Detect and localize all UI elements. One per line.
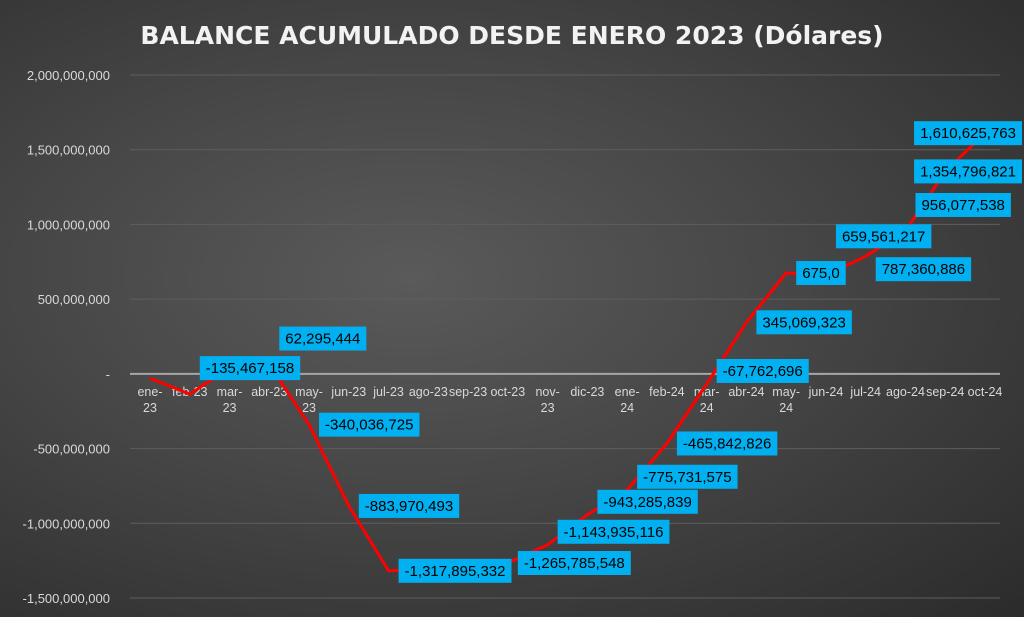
data-label-box xyxy=(756,310,852,335)
x-tick-label: 23 xyxy=(223,401,237,415)
x-tick-label: oct-23 xyxy=(490,385,525,399)
y-axis: 2,000,000,000 1,500,000,000 1,000,000,000 5… xyxy=(23,68,110,606)
x-tick-label: ene- xyxy=(615,385,640,399)
data-label: -1,317,895,332 xyxy=(398,558,512,583)
data-label-box xyxy=(914,159,1022,184)
data-label: -340,036,725 xyxy=(319,412,420,437)
data-label: -1,143,935,116 xyxy=(557,519,670,544)
data-label-box xyxy=(716,358,809,383)
data-label: -883,970,493 xyxy=(358,493,460,518)
y-tick-label: 2,000,000,000 xyxy=(27,68,110,83)
data-label: -943,285,839 xyxy=(597,489,698,514)
y-tick-label: - xyxy=(106,367,110,382)
data-label: 659,561,217 xyxy=(835,224,932,249)
x-tick-label: oct-24 xyxy=(968,385,1003,399)
data-label: 675,0 xyxy=(796,260,846,285)
data-label-text: -135,467,158 xyxy=(206,360,294,377)
data-label-box xyxy=(915,192,1011,217)
x-tick-label: ene- xyxy=(137,385,162,399)
data-label-text: 956,077,538 xyxy=(921,197,1004,214)
data-label-box xyxy=(358,493,460,518)
data-label: -67,762,696 xyxy=(716,358,809,383)
data-label-box xyxy=(199,356,301,381)
data-label-text: 345,069,323 xyxy=(762,314,845,331)
data-label-box xyxy=(835,224,932,249)
x-tick-label: abr-24 xyxy=(728,385,764,399)
series-line xyxy=(149,132,987,573)
gridlines xyxy=(130,74,1000,599)
x-tick-label: jun-23 xyxy=(330,385,366,399)
data-label-box xyxy=(279,326,367,351)
data-label-box xyxy=(597,489,698,514)
balance-line xyxy=(149,132,987,573)
y-tick-label: 500,000,000 xyxy=(38,292,110,307)
x-tick-label: sep-24 xyxy=(926,385,964,399)
x-tick-label: nov- xyxy=(535,385,559,399)
data-labels: -135,467,158 62,295,444 -340,036,725 -883,9… xyxy=(199,121,1022,583)
data-label-text: 787,360,886 xyxy=(882,261,965,278)
data-label-box xyxy=(398,558,512,583)
x-tick-label: abr-23 xyxy=(251,385,287,399)
data-label: 956,077,538 xyxy=(915,192,1011,217)
data-label-text: -340,036,725 xyxy=(325,417,413,434)
data-label: 1,354,796,821 xyxy=(914,159,1022,184)
data-label-box xyxy=(875,257,972,282)
data-label-text: 659,561,217 xyxy=(842,228,925,245)
x-tick-label: jul-24 xyxy=(849,385,881,399)
chart-title: BALANCE ACUMULADO DESDE ENERO 2023 (Dóla… xyxy=(140,21,883,50)
data-label-box xyxy=(517,551,631,576)
data-label: -1,265,785,548 xyxy=(517,551,631,576)
x-tick-label: mar- xyxy=(217,385,243,399)
x-tick-label: 24 xyxy=(779,401,793,415)
data-label-text: 1,610,625,763 xyxy=(920,125,1016,142)
data-label-box xyxy=(557,519,670,544)
data-label-box xyxy=(914,121,1022,146)
x-tick-label: jun-24 xyxy=(808,385,844,399)
x-tick-label: may- xyxy=(295,385,323,399)
x-tick-label: sep-23 xyxy=(449,385,487,399)
data-label: -775,731,575 xyxy=(637,464,738,489)
y-tick-label: -1,000,000,000 xyxy=(23,516,110,531)
data-label-text: -1,143,935,116 xyxy=(564,524,664,541)
data-label: 62,295,444 xyxy=(279,326,367,351)
data-label-text: 675,0 xyxy=(802,265,840,282)
data-label-box xyxy=(676,431,778,456)
data-label-box xyxy=(796,260,846,285)
y-tick-label: 1,500,000,000 xyxy=(27,143,110,158)
x-tick-label: feb-24 xyxy=(649,385,684,399)
data-label-text: 1,354,796,821 xyxy=(920,163,1016,180)
x-tick-label: dic-23 xyxy=(570,385,604,399)
x-tick-label: 23 xyxy=(541,401,555,415)
data-label-text: -1,317,895,332 xyxy=(405,563,506,580)
y-tick-label: -1,500,000,000 xyxy=(23,591,110,606)
x-tick-label: 24 xyxy=(620,401,634,415)
data-label-box xyxy=(319,412,420,437)
x-tick-label: ago-23 xyxy=(409,385,448,399)
data-label-text: -1,265,785,548 xyxy=(524,555,625,572)
data-label-text: -775,731,575 xyxy=(643,469,731,486)
x-tick-label: 23 xyxy=(143,401,157,415)
data-label-text: -943,285,839 xyxy=(603,494,691,511)
data-label-text: -67,762,696 xyxy=(723,363,803,380)
x-tick-label: 23 xyxy=(302,401,316,415)
x-tick-label: may- xyxy=(772,385,800,399)
x-tick-label: jul-23 xyxy=(372,385,404,399)
data-label: 345,069,323 xyxy=(756,310,852,335)
x-tick-label: 24 xyxy=(700,401,714,415)
y-tick-label: -500,000,000 xyxy=(33,442,110,457)
data-label: 787,360,886 xyxy=(875,257,972,282)
x-tick-label: ago-24 xyxy=(886,385,925,399)
data-label-text: -883,970,493 xyxy=(365,498,453,515)
data-label: -135,467,158 xyxy=(199,356,301,381)
data-label: 1,610,625,763 xyxy=(914,121,1022,146)
y-tick-label: 1,000,000,000 xyxy=(27,217,110,232)
data-label-box xyxy=(637,464,738,489)
data-label: -465,842,826 xyxy=(676,431,778,456)
data-label-text: 62,295,444 xyxy=(285,331,360,348)
data-label-text: -465,842,826 xyxy=(683,435,771,452)
